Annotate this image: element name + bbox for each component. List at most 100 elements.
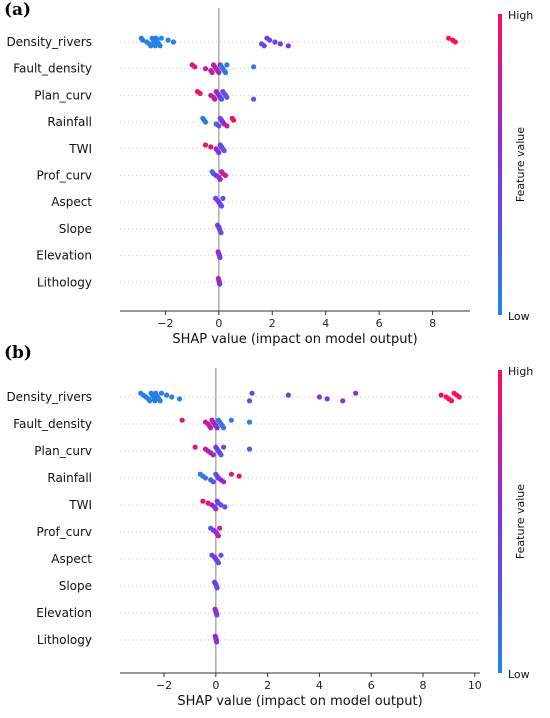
x-tick-label: 8 xyxy=(420,679,427,692)
shap-point xyxy=(148,43,154,49)
shap-point xyxy=(228,417,234,423)
shap-point xyxy=(209,69,215,76)
x-axis-label: SHAP value (impact on model output) xyxy=(177,694,422,709)
shap-point xyxy=(272,39,278,45)
shap-point xyxy=(164,392,170,398)
shap-point xyxy=(152,398,158,404)
x-tick-label: −2 xyxy=(157,317,173,330)
shap-point xyxy=(202,142,209,148)
x-axis-label: SHAP value (impact on model output) xyxy=(172,332,417,347)
x-tick-label: 4 xyxy=(316,679,323,692)
shap-point xyxy=(222,69,229,76)
shap-point xyxy=(456,394,462,400)
shap-point xyxy=(452,39,458,45)
feature-label: Density_rivers xyxy=(6,390,92,404)
shap-point xyxy=(214,585,220,591)
feature-label: Rainfall xyxy=(47,115,92,129)
shap-point xyxy=(218,452,224,458)
shap-point xyxy=(214,425,220,431)
shap-point xyxy=(285,392,291,398)
shap-point xyxy=(216,123,222,129)
shap-point xyxy=(218,96,225,102)
plot-area: Density_rivers Fault_density Plan_curv Rain… xyxy=(6,368,482,709)
shap-point xyxy=(224,62,230,68)
shap-point xyxy=(170,39,177,45)
shap-point xyxy=(340,398,346,404)
shap-point xyxy=(213,506,219,512)
feature-label: Prof_curv xyxy=(37,525,93,539)
x-tick-label: −2 xyxy=(156,679,172,692)
shap-point xyxy=(200,498,206,504)
x-tick-label: 6 xyxy=(368,679,375,692)
shap-point xyxy=(217,525,223,531)
shap-point xyxy=(236,473,242,479)
shap-point xyxy=(216,69,222,76)
feature-label: Rainfall xyxy=(47,471,92,485)
x-tick-label: 0 xyxy=(215,317,222,330)
shap-point xyxy=(192,444,198,450)
feature-label: Elevation xyxy=(36,249,92,263)
x-tick-label: 6 xyxy=(376,317,383,330)
shap-point xyxy=(316,394,323,400)
shap-point xyxy=(165,37,171,43)
feature-label: Fault_density xyxy=(13,417,92,431)
shap-chart-b: Density_rivers Fault_density Plan_curv Rain… xyxy=(6,365,533,709)
colorbar-high-label: High xyxy=(508,9,533,22)
shap-point xyxy=(277,41,283,47)
shap-panel-a: (a) Density_rivers Fault_density Plan_curv… xyxy=(0,0,550,357)
x-tick-label: 2 xyxy=(264,679,271,692)
feature-label: Aspect xyxy=(51,552,92,566)
feature-label: TWI xyxy=(68,498,92,512)
shap-point xyxy=(246,446,253,452)
shap-point xyxy=(179,417,185,423)
x-tick-label: 8 xyxy=(429,317,436,330)
shap-point xyxy=(140,37,146,43)
feature-label: Elevation xyxy=(36,606,92,620)
shap-point xyxy=(220,425,227,431)
panel-label-b: (b) xyxy=(4,343,32,363)
shap-point xyxy=(214,639,220,645)
shap-point xyxy=(218,502,224,508)
feature-label: Plan_curv xyxy=(34,88,92,102)
shap-point xyxy=(202,119,209,125)
shap-point xyxy=(228,471,234,477)
shap-point xyxy=(285,43,291,49)
shap-point xyxy=(214,612,220,618)
shap-point xyxy=(448,398,455,404)
colorbar-title: Feature value xyxy=(514,127,527,202)
shap-point xyxy=(220,479,227,485)
shap-point xyxy=(202,66,209,72)
shap-point xyxy=(218,552,224,558)
shap-point xyxy=(176,396,183,402)
shap-point xyxy=(158,35,165,41)
shap-point xyxy=(250,96,257,102)
shap-point xyxy=(246,398,253,404)
shap-point xyxy=(208,144,214,150)
shap-point xyxy=(157,398,163,404)
shap-point xyxy=(220,195,226,201)
shap-point xyxy=(438,392,444,398)
shap-point xyxy=(222,172,229,179)
shap-point xyxy=(224,123,230,129)
shap-point xyxy=(249,390,255,396)
shap-point xyxy=(446,35,452,41)
shap-point xyxy=(157,43,163,49)
shap-point xyxy=(267,37,273,43)
shap-point xyxy=(158,390,165,396)
shap-point xyxy=(220,444,227,450)
shap-point xyxy=(215,533,222,539)
feature-label: Plan_curv xyxy=(34,444,92,458)
plot-area: Density_rivers Fault_density Plan_curv Rain… xyxy=(6,8,470,347)
shap-point xyxy=(222,504,228,510)
feature-label: Fault_density xyxy=(13,62,92,76)
feature-label: Lithology xyxy=(37,633,92,647)
shap-point xyxy=(197,90,203,97)
shap-panel-b: (b) Density_rivers Fault_density Plan_curv… xyxy=(0,343,550,714)
shap-point xyxy=(147,398,153,404)
feature-label: Aspect xyxy=(51,195,92,209)
shap-point xyxy=(230,117,237,123)
colorbar-low-label: Low xyxy=(508,668,530,681)
shap-point xyxy=(221,148,227,154)
shap-point xyxy=(217,281,223,287)
shap-chart-a: Density_rivers Fault_density Plan_curv Rain… xyxy=(6,8,533,347)
